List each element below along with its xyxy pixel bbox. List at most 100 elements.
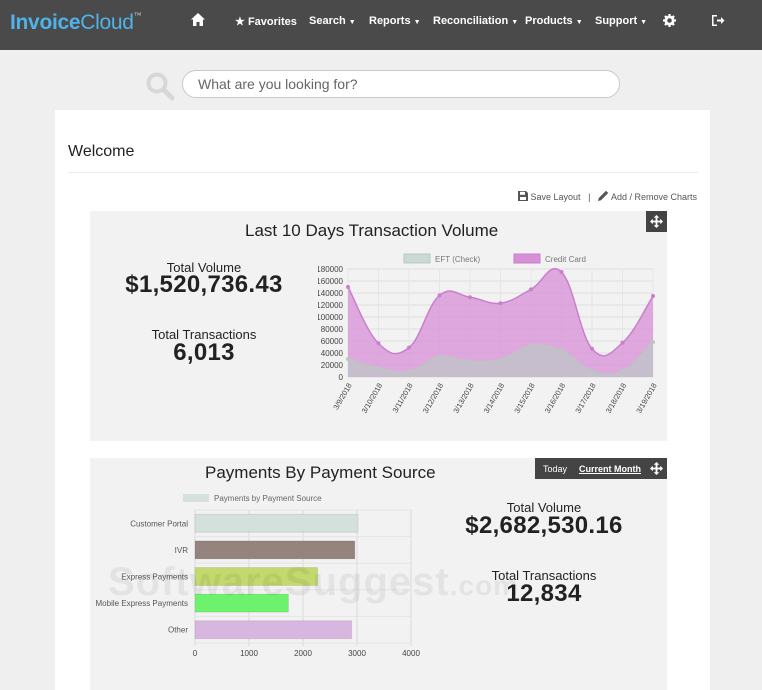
y-tick-label: 140000 [318,289,344,298]
caret-down-icon: ▼ [511,19,519,26]
nav-favorites[interactable]: ★ Favorites [235,15,297,28]
legend-swatch [403,253,431,264]
logo-part2: Cloud [80,11,134,34]
y-tick-label: Mobile Express Payments [96,599,188,608]
data-point [559,348,564,353]
caret-down-icon: ▼ [413,19,421,26]
legend-label: Payments by Payment Source [214,494,322,503]
nav-reconciliation-label: Reconciliation [433,15,509,27]
home-button[interactable] [191,13,205,29]
total-volume-value: $2,682,530.16 [465,512,623,539]
x-tick-label: 1000 [240,649,258,658]
logo-part1: Invoice [10,11,81,34]
logout-icon [712,15,725,26]
nav-support-label: Support [595,15,638,27]
x-tick-label: 3/16/2018 [543,382,567,415]
total-volume-label: Total Volume [166,260,242,275]
legend-label: EFT (Check) [435,255,481,264]
x-tick-label: 4000 [402,649,420,658]
star-icon: ★ [235,16,245,28]
caret-down-icon: ▼ [575,19,583,26]
y-tick-label: 0 [339,373,344,382]
y-tick-label: Other [168,626,188,635]
nav-reports[interactable]: Reports ▼ [369,15,421,27]
data-point [437,293,442,298]
y-tick-label: 120000 [318,301,344,310]
y-tick-label: 80000 [321,325,344,334]
toolbar-separator: | [588,192,591,202]
nav-reconciliation[interactable]: Reconciliation ▼ [433,15,518,27]
data-point [407,369,411,374]
nav-products-label: Products [525,15,573,27]
data-point [559,270,564,274]
nav-search-label: Search [309,15,346,27]
total-volume-label: Total Volume [506,500,582,515]
bar [194,567,319,586]
search-icon[interactable] [145,71,175,101]
data-point [651,294,655,298]
payment-source-chart: Payments by Payment Source 0 1000 2000 3000 4… [96,494,420,658]
x-tick-label: 3/18/2018 [604,382,628,415]
data-point [590,346,594,351]
nav-support[interactable]: Support ▼ [595,15,647,27]
nav-search[interactable]: Search ▼ [309,15,356,27]
data-point [529,343,533,348]
logo-tm: ™ [133,11,142,20]
legend-swatch [513,253,541,264]
settings-button[interactable] [663,14,676,30]
divider [68,172,698,173]
logo[interactable]: InvoiceCloud™ [10,11,142,35]
x-tick-label: 3/10/2018 [360,382,384,415]
search-input[interactable] [182,70,620,98]
move-widget-button[interactable] [645,462,667,475]
x-tick-label: 3000 [348,649,366,658]
data-point [407,345,411,350]
x-tick-label: 0 [193,649,198,658]
x-tick-label: 3/17/2018 [573,382,597,415]
y-tick-label: IVR [175,546,189,555]
x-tick-label: 3/11/2018 [391,382,415,415]
move-icon [650,215,663,228]
nav-reports-label: Reports [369,15,411,27]
period-today[interactable]: Today [542,463,567,474]
y-tick-label: 100000 [318,313,344,322]
caret-down-icon: ▼ [348,19,356,26]
data-point [590,369,594,373]
save-layout-label: Save Layout [530,192,581,202]
x-tick-label: 2000 [294,649,312,658]
nav-favorites-label: Favorites [247,16,297,28]
period-current-month[interactable]: Current Month [579,463,641,474]
total-transactions-value: 12,834 [506,580,582,607]
data-point [498,357,503,362]
x-tick-label: 3/12/2018 [421,382,445,415]
data-point [346,285,350,289]
total-transactions-label: Total Transactions [151,327,257,342]
data-point [529,287,533,292]
data-point [468,359,472,364]
pencil-icon [597,190,609,201]
data-point [620,369,625,373]
add-remove-charts-label: Add / Remove Charts [610,192,697,202]
save-layout-button[interactable]: Save Layout [518,191,583,202]
dashboard-toolbar: Save Layout | Add / Remove Charts [518,190,697,202]
data-point [437,355,442,360]
x-tick-label: 3/15/2018 [512,382,536,415]
data-point [346,357,350,361]
data-point [376,341,381,346]
y-tick-label: 40000 [321,349,344,358]
home-icon [191,13,205,26]
transaction-volume-chart: EFT (Check) Credit Card 0 20000 40000 60000 80… [318,253,659,415]
move-widget-button[interactable] [646,211,667,232]
dashboard-panel: Welcome Save Layout | Add / Remove Chart… [55,110,710,690]
data-point [651,340,655,345]
top-nav: InvoiceCloud™ ★ Favorites Search ▼ Report… [0,0,762,50]
y-tick-label: 20000 [321,361,344,370]
y-tick-label: Express Payments [121,573,188,582]
nav-products[interactable]: Products ▼ [525,15,583,27]
add-remove-charts-button[interactable]: Add / Remove Charts [597,190,697,202]
caret-down-icon: ▼ [640,19,648,26]
page-title: Welcome [68,143,135,160]
total-transactions-value: 6,013 [173,339,235,366]
logout-button[interactable] [711,14,725,30]
bar [194,593,289,613]
